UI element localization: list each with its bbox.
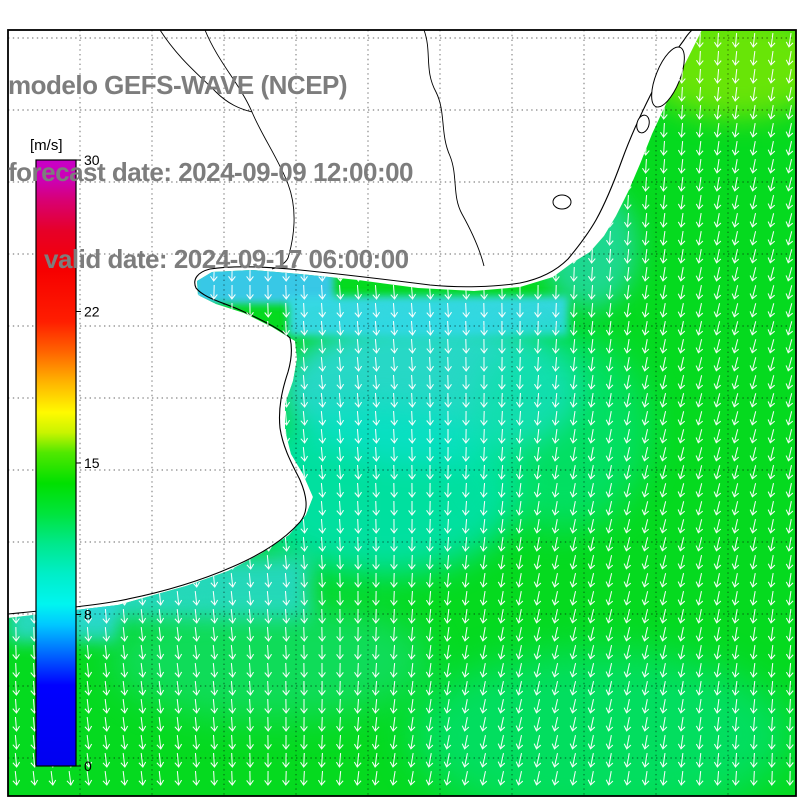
inland-lake: [552, 194, 572, 210]
graticule-gridlines: [8, 30, 796, 796]
colorbar-tick-labels: 30 22 15 8 0: [76, 152, 100, 774]
svg-text:15: 15: [84, 455, 100, 471]
colorbar-unit-label: [m/s]: [30, 137, 63, 154]
svg-text:8: 8: [84, 607, 92, 623]
forecast-date-line: forecast date: 2024-09-09 12:00:00: [8, 157, 414, 187]
valid-date-line: valid date: 2024-09-17 06:00:00: [44, 244, 409, 274]
coastline-path: [7, 29, 693, 615]
coastal-lagoon-small: [636, 114, 650, 134]
map-frame: [7, 29, 797, 797]
header-titles: modelo GEFS-WAVE (NCEP) forecast date: 2…: [8, 13, 414, 332]
svg-text:30: 30: [84, 152, 100, 168]
svg-text:0: 0: [84, 758, 92, 774]
colorbar: [m/s] 30 22 15 8 0: [30, 137, 100, 774]
coastal-lagoon-large: [651, 46, 685, 108]
coastline-layer: [7, 29, 693, 615]
river-parana: [204, 29, 295, 270]
model-title: modelo GEFS-WAVE (NCEP): [8, 70, 348, 100]
river-tributary: [159, 29, 253, 113]
svg-text:22: 22: [84, 304, 100, 320]
river-uruguay: [423, 29, 485, 267]
